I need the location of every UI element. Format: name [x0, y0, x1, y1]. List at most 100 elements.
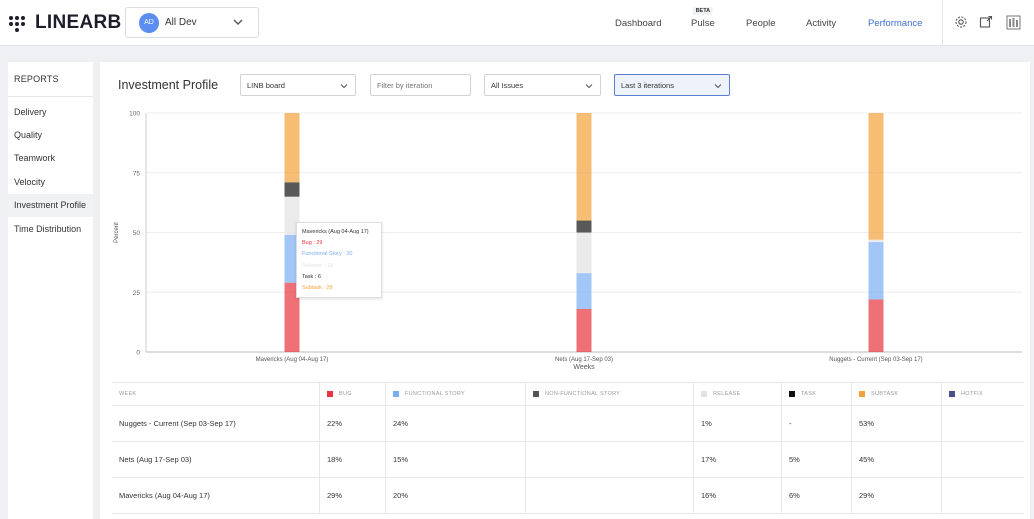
nav-dashboard[interactable]: Dashboard — [615, 0, 661, 46]
legend-swatch — [327, 391, 333, 397]
sidebar-item-teamwork[interactable]: Teamwork — [14, 153, 56, 164]
y-tick-label: 0 — [136, 350, 140, 357]
nav-people[interactable]: People — [746, 0, 776, 46]
export-icon[interactable] — [978, 14, 994, 30]
x-axis-label: Weeks — [573, 364, 595, 371]
nav-activity-label: Activity — [806, 17, 837, 29]
y-tick-label: 25 — [133, 290, 141, 297]
table-cell: 15% — [386, 442, 526, 477]
bar-segment-subtask — [576, 113, 592, 221]
legend-swatch — [701, 391, 707, 397]
issues-select-value: All Issues — [491, 80, 524, 90]
sidebar-item-quality[interactable]: Quality — [14, 130, 43, 141]
bar-segment-bug — [284, 282, 300, 352]
nav-performance[interactable]: Performance — [868, 0, 922, 46]
table-cell: 24% — [386, 406, 526, 441]
table-header-cell: BUG — [320, 383, 386, 405]
main-panel: Investment Profile LINB board All Issues… — [100, 62, 1030, 519]
bar-segment-subtask — [868, 113, 884, 240]
table-cell: 45% — [852, 442, 942, 477]
table-cell: 22% — [320, 406, 386, 441]
sidebar-item-time-distribution[interactable]: Time Distribution — [14, 223, 82, 234]
table-cell — [526, 442, 694, 477]
sidebar-item-investment-profile[interactable]: Investment Profile — [8, 193, 93, 217]
sidebar-item-velocity[interactable]: Velocity — [14, 176, 46, 187]
bar-segment-functional-story — [284, 234, 300, 283]
nav-divider — [942, 0, 943, 46]
legend-swatch — [949, 391, 955, 397]
iteration-filter-input[interactable] — [370, 74, 471, 96]
y-tick-label: 50 — [133, 230, 141, 237]
bar-segment-task — [284, 182, 300, 197]
org-icon[interactable] — [1005, 14, 1021, 30]
tooltip-title: Mavericks (Aug 04-Aug 17) — [302, 229, 369, 235]
bar-segment-bug — [576, 308, 592, 352]
table-header-cell: WEEK — [112, 383, 320, 405]
chevron-down-icon — [233, 19, 243, 25]
team-selector[interactable]: AD All Dev — [125, 7, 259, 38]
table-cell — [526, 406, 694, 441]
table-cell: 29% — [852, 478, 942, 513]
table-cell — [942, 406, 1024, 441]
board-select[interactable]: LINB board — [240, 74, 356, 96]
x-tick-label: Mavericks (Aug 04-Aug 17) — [256, 357, 329, 363]
table-cell: 5% — [782, 442, 852, 477]
linearb-logo[interactable]: LINEARB — [8, 12, 122, 34]
top-bar: LINEARB AD All Dev Dashboard BETA Pulse … — [0, 0, 1034, 46]
legend-swatch — [859, 391, 865, 397]
table-cell: Mavericks (Aug 04-Aug 17) — [112, 478, 320, 513]
range-select-value: Last 3 iterations — [621, 80, 674, 90]
table-cell: 18% — [320, 442, 386, 477]
investment-chart: 0 25 50 75 100 Percent Weeks Mavericks (Aug 04-… — [100, 105, 1030, 377]
sidebar-title: REPORTS — [8, 62, 93, 97]
table-header-label: WEEK — [119, 391, 137, 397]
nav-activity[interactable]: Activity — [806, 0, 836, 46]
table-header-label: BUG — [339, 391, 352, 397]
nav-performance-label: Performance — [868, 17, 923, 29]
nav-people-label: People — [746, 17, 776, 29]
legend-swatch — [789, 391, 795, 397]
bar-segment-release — [868, 239, 884, 243]
sidebar-item-delivery[interactable]: Delivery — [14, 106, 47, 117]
table-header-label: FUNCTIONAL STORY — [405, 391, 466, 397]
chevron-down-icon — [714, 84, 722, 89]
table-header-label: HOTFIX — [961, 391, 983, 397]
logo-icon — [9, 16, 25, 32]
issues-select[interactable]: All Issues — [484, 74, 601, 96]
table-header-cell: RELEASE — [694, 383, 782, 405]
table-header-cell: FUNCTIONAL STORY — [386, 383, 526, 405]
tooltip-line-subtask: Subtask : 29 — [302, 284, 333, 291]
nav-dashboard-label: Dashboard — [615, 17, 662, 29]
legend-swatch — [393, 391, 399, 397]
table-cell — [942, 478, 1024, 513]
x-tick-label: Nets (Aug 17-Sep 03) — [555, 357, 613, 363]
table-cell: 29% — [320, 478, 386, 513]
x-tick-label: Nuggets - Current (Sep 03-Sep 17) — [829, 357, 922, 363]
chart-tooltip: Mavericks (Aug 04-Aug 17) Bug : 29 Funct… — [296, 222, 382, 298]
bar-segment-release — [576, 232, 592, 274]
table-header-cell: SUBTASK — [852, 383, 942, 405]
y-axis-label: Percent — [114, 222, 120, 243]
table-cell — [942, 442, 1024, 477]
nav-pulse[interactable]: BETA Pulse — [691, 0, 715, 46]
table-header-label: SUBTASK — [871, 391, 899, 397]
table-cell: Nets (Aug 17-Sep 03) — [112, 442, 320, 477]
table-cell: 20% — [386, 478, 526, 513]
bar-segment-bug — [868, 299, 884, 352]
table-cell: 16% — [694, 478, 782, 513]
stacked-bar-chart: 0 25 50 75 100 Percent Weeks Mavericks (Aug 04-… — [114, 111, 1022, 371]
table-header-cell: TASK — [782, 383, 852, 405]
bar-segment-task — [576, 220, 592, 233]
team-avatar: AD — [139, 12, 159, 33]
beta-badge: BETA — [692, 7, 714, 15]
tooltip-line-task: Task : 6 — [302, 273, 321, 280]
table-row: Nuggets - Current (Sep 03-Sep 17) 22% 24% 1… — [112, 406, 1024, 442]
gear-icon[interactable] — [953, 14, 969, 30]
table-cell — [526, 478, 694, 513]
range-select[interactable]: Last 3 iterations — [614, 74, 730, 96]
table-cell: 53% — [852, 406, 942, 441]
bar-segment-functional-story — [576, 273, 592, 309]
chevron-down-icon — [585, 84, 593, 89]
tooltip-line-bug: Bug : 29 — [302, 240, 323, 247]
tooltip-line-release: Release : 16 — [302, 262, 333, 269]
